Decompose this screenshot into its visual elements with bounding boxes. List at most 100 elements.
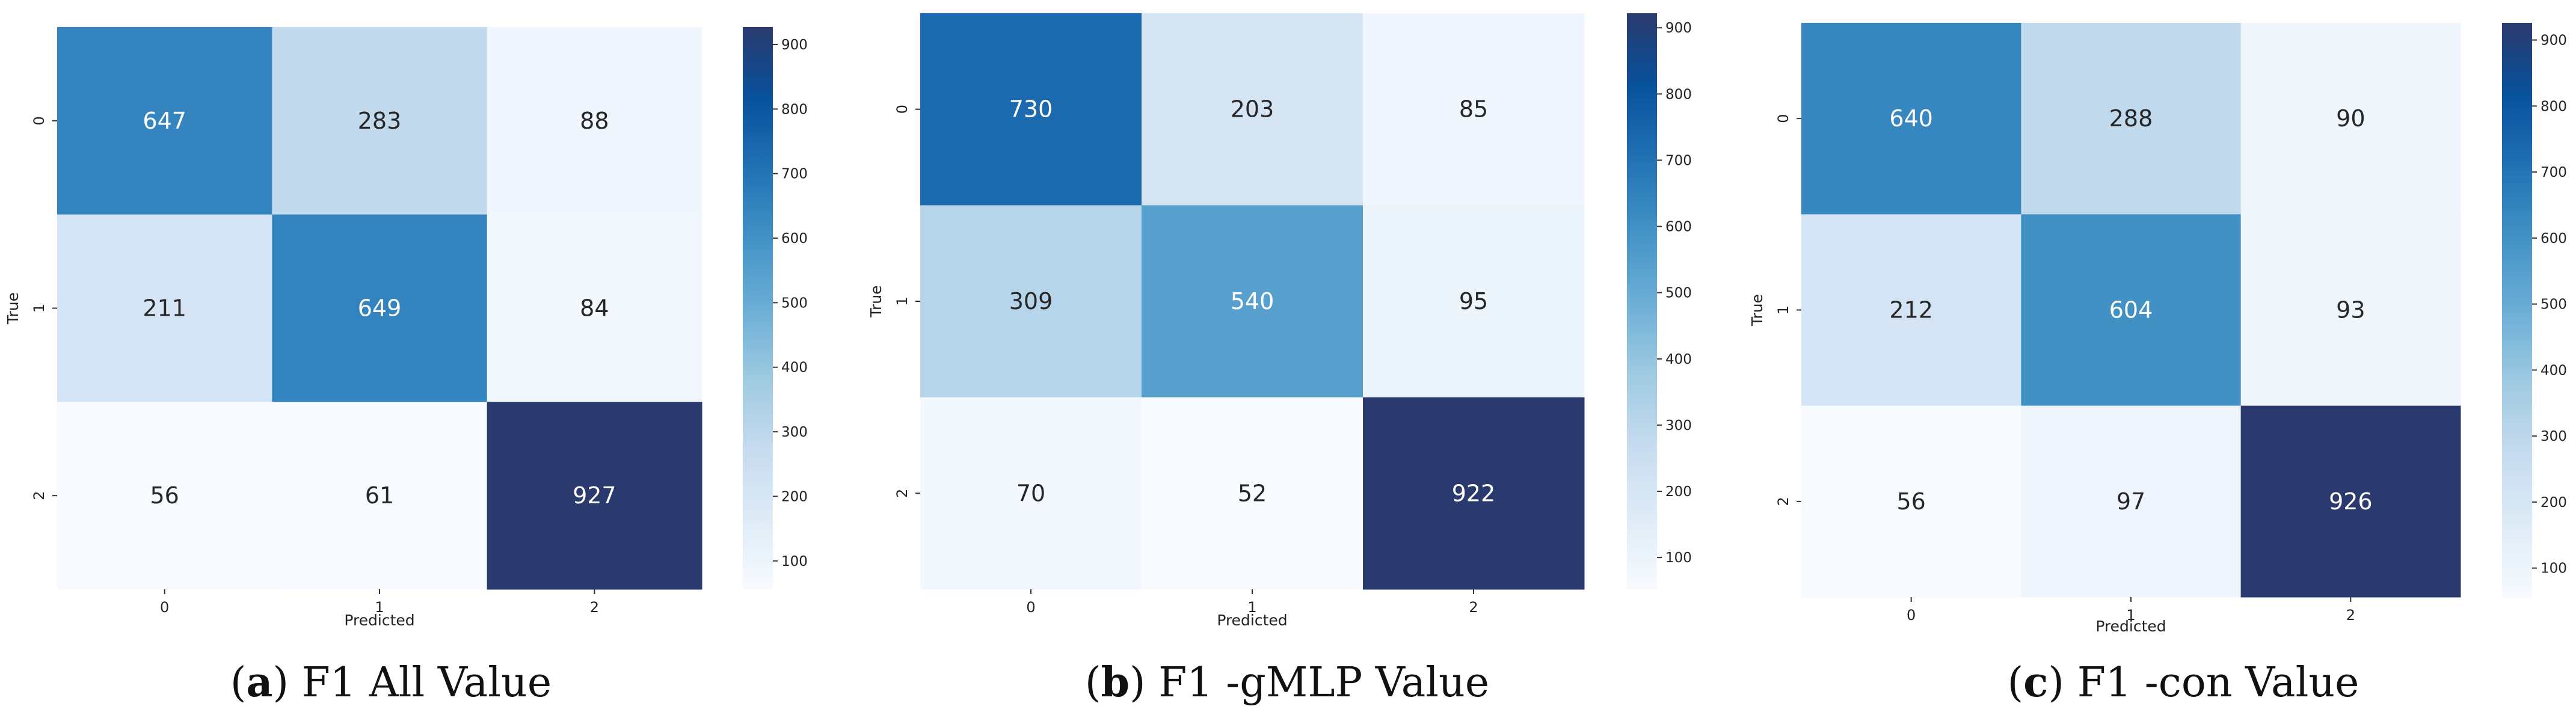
caption-c: (c) F1 -con Value — [2007, 658, 2359, 707]
heatmap-cell-1-0 — [57, 214, 272, 402]
colorbar-tick-label: 200 — [2541, 495, 2567, 511]
caption-c-text: F1 -con Value — [2077, 659, 2359, 707]
heatmap-cell-2-2 — [2240, 405, 2461, 598]
colorbar-tick-label: 600 — [781, 231, 808, 247]
colorbar-tick-label: 100 — [2541, 561, 2567, 577]
colorbar-tick-label: 900 — [2541, 33, 2567, 49]
colorbar-tick-label: 700 — [2541, 165, 2567, 180]
cell-value-label: 61 — [365, 482, 394, 509]
cell-value-label: 730 — [1009, 96, 1053, 123]
heatmap-cell-0-1 — [2021, 23, 2242, 215]
caption-b-text: F1 -gMLP Value — [1158, 659, 1490, 707]
caption-a-letter: a — [246, 658, 273, 707]
cell-value-label: 926 — [2329, 488, 2373, 515]
cell-value-label: 85 — [1459, 96, 1488, 123]
heatmap-cell-1-2 — [2240, 214, 2461, 406]
cell-value-label: 309 — [1009, 288, 1053, 314]
colorbar-tick-label: 100 — [781, 554, 808, 569]
colorbar-tick-label: 400 — [1665, 352, 1692, 367]
heatmap-cell-0-2 — [1363, 13, 1585, 206]
colorbar-tick-label: 600 — [2541, 231, 2567, 247]
cell-value-label: 922 — [1452, 480, 1496, 506]
colorbar-tick-label: 800 — [1665, 87, 1692, 102]
cell-value-label: 84 — [580, 295, 609, 322]
cell-value-label: 540 — [1231, 288, 1274, 314]
x-tick-label: 0 — [1907, 607, 1916, 624]
cell-value-label: 212 — [1889, 297, 1933, 324]
heatmap-cell-2-0 — [1801, 405, 2021, 598]
y-tick-label: 1 — [894, 296, 911, 305]
x-tick-label: 1 — [1247, 599, 1256, 616]
colorbar-tick-label: 700 — [781, 167, 808, 182]
cell-value-label: 88 — [580, 108, 609, 134]
cell-value-label: 56 — [150, 482, 179, 509]
colorbar-tick-label: 300 — [781, 425, 808, 440]
colorbar-tick-label: 200 — [781, 489, 808, 505]
y-tick-label: 0 — [1775, 114, 1792, 123]
heatmap-cell-0-0 — [920, 13, 1142, 206]
heatmap-cell-0-0 — [1801, 23, 2021, 215]
colorbar-tick-label: 800 — [781, 102, 808, 117]
caption-b-letter: b — [1101, 658, 1130, 707]
colorbar-tick-label: 400 — [2541, 363, 2567, 378]
x-axis-label: Predicted — [2095, 618, 2166, 635]
y-tick-label: 0 — [894, 105, 911, 114]
x-tick-label: 2 — [590, 599, 599, 616]
y-tick-label: 2 — [894, 489, 911, 498]
cell-value-label: 604 — [2109, 297, 2153, 324]
x-axis-label: Predicted — [1217, 612, 1287, 629]
colorbar-tick-label: 100 — [1665, 550, 1692, 566]
colorbar-tick-label: 500 — [1665, 286, 1692, 301]
caption-a-text: F1 All Value — [301, 659, 552, 707]
colorbar-tick-label: 400 — [781, 360, 808, 376]
cell-value-label: 52 — [1238, 480, 1267, 506]
y-tick-label: 1 — [31, 304, 48, 313]
caption-a: (a) F1 All Value — [230, 658, 552, 707]
cell-value-label: 90 — [2336, 105, 2365, 132]
cell-value-label: 927 — [573, 482, 616, 509]
caption-c-letter: c — [2023, 658, 2049, 707]
heatmap-cell-2-1 — [272, 402, 488, 590]
colorbar-tick-label: 300 — [1665, 418, 1692, 434]
y-tick-label: 2 — [31, 491, 48, 500]
cell-value-label: 649 — [358, 295, 402, 322]
colorbar — [743, 27, 773, 589]
heatmap-cell-1-2 — [1363, 205, 1585, 398]
x-axis-label: Predicted — [344, 612, 414, 629]
colorbar-tick-label: 500 — [2541, 297, 2567, 313]
colorbar-tick-label: 300 — [2541, 429, 2567, 444]
colorbar-tick-label: 600 — [1665, 219, 1692, 235]
heatmap-panel-2: 640 288 90 212 604 93 56 97 926 0 1 2 0 1 2 Predicted Tr… — [1748, 23, 2567, 635]
heatmap-panel-0: 647 283 88 211 649 84 56 61 927 0 1 2 0 1 2 Predicted Tr… — [4, 27, 808, 629]
colorbar-tick-label: 500 — [781, 295, 808, 311]
heatmap-cell-1-1 — [1142, 205, 1363, 398]
x-tick-label: 1 — [375, 599, 384, 616]
colorbar — [2502, 23, 2532, 597]
cell-value-label: 288 — [2109, 105, 2153, 132]
heatmap-panel-1: 730 203 85 309 540 95 70 52 922 0 1 2 0 1 2 Predicted Tr… — [867, 13, 1692, 629]
heatmap-cell-0-1 — [1142, 13, 1363, 206]
cell-value-label: 93 — [2336, 297, 2365, 324]
colorbar-tick-label: 800 — [2541, 99, 2567, 114]
heatmap-cell-0-2 — [2240, 23, 2461, 215]
cell-value-label: 56 — [1896, 488, 1925, 515]
heatmap-cell-1-0 — [1801, 214, 2021, 406]
cell-value-label: 283 — [358, 108, 402, 134]
x-tick-label: 2 — [2346, 607, 2355, 624]
heatmap-cell-1-1 — [272, 214, 488, 402]
x-tick-label: 1 — [2126, 607, 2135, 624]
colorbar-tick-label: 900 — [1665, 20, 1692, 36]
x-tick-label: 2 — [1469, 599, 1478, 616]
heatmap-cell-2-1 — [1142, 397, 1363, 590]
cell-value-label: 203 — [1231, 96, 1274, 123]
x-tick-label: 0 — [1026, 599, 1035, 616]
x-tick-label: 0 — [160, 599, 169, 616]
heatmap-cell-1-1 — [2021, 214, 2242, 406]
heatmap-cell-2-0 — [57, 402, 272, 590]
cell-value-label: 647 — [143, 108, 186, 134]
heatmap-cell-0-2 — [487, 27, 702, 215]
colorbar-tick-label: 900 — [781, 37, 808, 53]
y-tick-label: 2 — [1775, 497, 1792, 506]
